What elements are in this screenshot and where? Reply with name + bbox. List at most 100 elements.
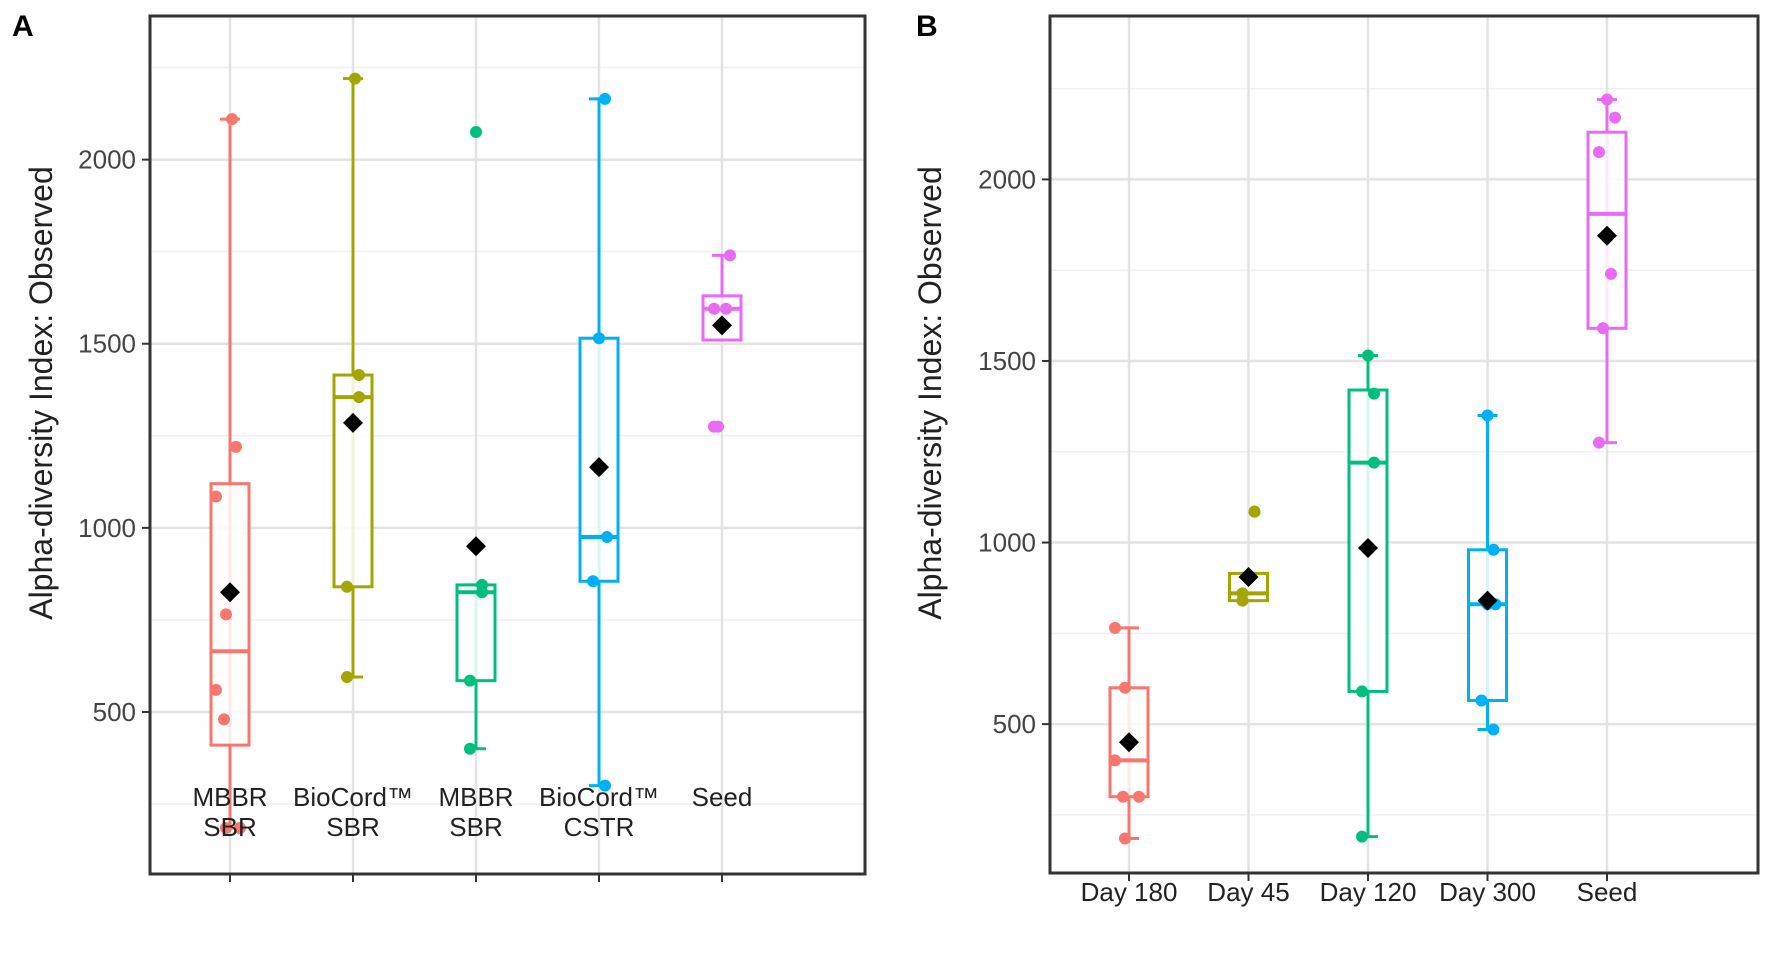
box-group [455, 125, 497, 755]
x-category-label: Day 120 [1320, 877, 1417, 907]
data-point [1248, 505, 1261, 518]
data-point [341, 580, 353, 593]
box-group [578, 92, 620, 792]
data-point [1609, 111, 1621, 124]
y-tick-label: 1000 [978, 528, 1036, 558]
data-point [1487, 543, 1500, 556]
data-point [210, 490, 222, 503]
box-group [1228, 505, 1269, 607]
data-point [593, 332, 605, 345]
data-point [712, 420, 724, 433]
data-point [234, 821, 246, 834]
data-point [708, 302, 720, 315]
data-point [1119, 832, 1131, 845]
y-tick-label: 2000 [78, 145, 136, 175]
panel-a-boxes [209, 72, 743, 834]
panel-b-boxes [1108, 93, 1628, 845]
panel-b-y-ticks: 500 1000 1500 2000 [978, 164, 1608, 881]
data-point [1593, 436, 1605, 449]
panel-b-gridlines [1050, 16, 1758, 873]
data-point [220, 608, 232, 621]
data-point [1109, 754, 1121, 767]
mean-marker [343, 412, 363, 433]
data-point [1368, 387, 1380, 400]
mean-marker [1597, 225, 1617, 246]
data-point [1356, 685, 1368, 698]
panel-b: B Alpha-diversity Index: Observed 500 100… [912, 10, 1760, 907]
panel-a-label: A [12, 10, 34, 43]
panel-a-y-axis-label: Alpha-diversity Index: Observed [23, 166, 59, 620]
y-tick-label: 2000 [978, 164, 1036, 194]
mean-marker [589, 457, 609, 478]
panel-a-frame [148, 14, 867, 876]
data-point [464, 674, 476, 687]
data-point [599, 92, 611, 105]
y-tick-label: 1000 [78, 513, 136, 543]
x-category-label: Day 300 [1439, 877, 1536, 907]
x-category-label: Seed [692, 782, 753, 812]
x-category-label: MBBR [192, 782, 267, 812]
data-point [353, 369, 365, 382]
y-tick-label: 1500 [78, 329, 136, 359]
box-group [701, 249, 743, 433]
data-point [724, 249, 736, 262]
data-point [1368, 456, 1380, 469]
mean-marker [1358, 537, 1378, 558]
box-group [1586, 93, 1628, 449]
mean-marker [1238, 567, 1259, 588]
x-category-label: MBBR [438, 782, 513, 812]
data-point [341, 670, 353, 683]
mean-marker [1477, 590, 1498, 611]
mean-marker [220, 582, 240, 603]
data-point [226, 113, 238, 126]
panel-a: A Alpha-diversity Index: Observed 500 100… [12, 10, 867, 882]
data-point [1597, 322, 1609, 335]
mean-marker [466, 536, 486, 557]
data-point [353, 391, 365, 404]
panel-b-frame [1048, 14, 1760, 875]
data-point [220, 821, 232, 834]
x-category-label: BioCord™ [539, 782, 659, 812]
y-tick-label: 500 [993, 709, 1036, 739]
box-group [209, 113, 251, 834]
data-point [720, 302, 732, 315]
data-point [1356, 830, 1368, 843]
y-tick-label: 1500 [978, 346, 1036, 376]
data-point [1133, 790, 1145, 803]
data-point [1119, 681, 1131, 694]
mean-marker [712, 315, 732, 336]
x-category-label: Day 45 [1207, 877, 1289, 907]
data-point [470, 125, 482, 138]
data-point [464, 742, 476, 755]
panel-b-x-labels: Day 180 Day 45 Day 120 Day 300 Seed [1081, 877, 1638, 907]
data-point [599, 779, 611, 792]
x-category-label-line2: CSTR [564, 812, 635, 842]
data-point [587, 575, 599, 588]
box [455, 583, 497, 683]
data-point [1605, 267, 1617, 280]
x-category-label: Day 180 [1081, 877, 1178, 907]
data-point [1117, 790, 1129, 803]
data-point [210, 683, 222, 696]
data-point [1601, 93, 1613, 106]
data-point [1109, 621, 1121, 634]
x-category-label-line2: SBR [449, 812, 502, 842]
panel-b-y-axis-label: Alpha-diversity Index: Observed [912, 166, 948, 620]
box-group [332, 72, 374, 683]
x-category-label: Seed [1577, 877, 1638, 907]
x-category-label-line2: SBR [203, 812, 256, 842]
data-point [230, 440, 242, 453]
data-point [476, 578, 488, 591]
y-tick-label: 500 [93, 697, 136, 727]
data-point [1236, 587, 1249, 600]
x-category-label: BioCord™ [293, 782, 413, 812]
data-point [1481, 409, 1494, 422]
panel-a-gridlines [150, 16, 865, 874]
data-point [218, 713, 230, 726]
data-point [1475, 694, 1488, 707]
panel-a-y-ticks: 500 1000 1500 2000 [78, 145, 723, 882]
box-group [1108, 621, 1150, 845]
data-point [601, 531, 613, 544]
box [332, 373, 374, 589]
